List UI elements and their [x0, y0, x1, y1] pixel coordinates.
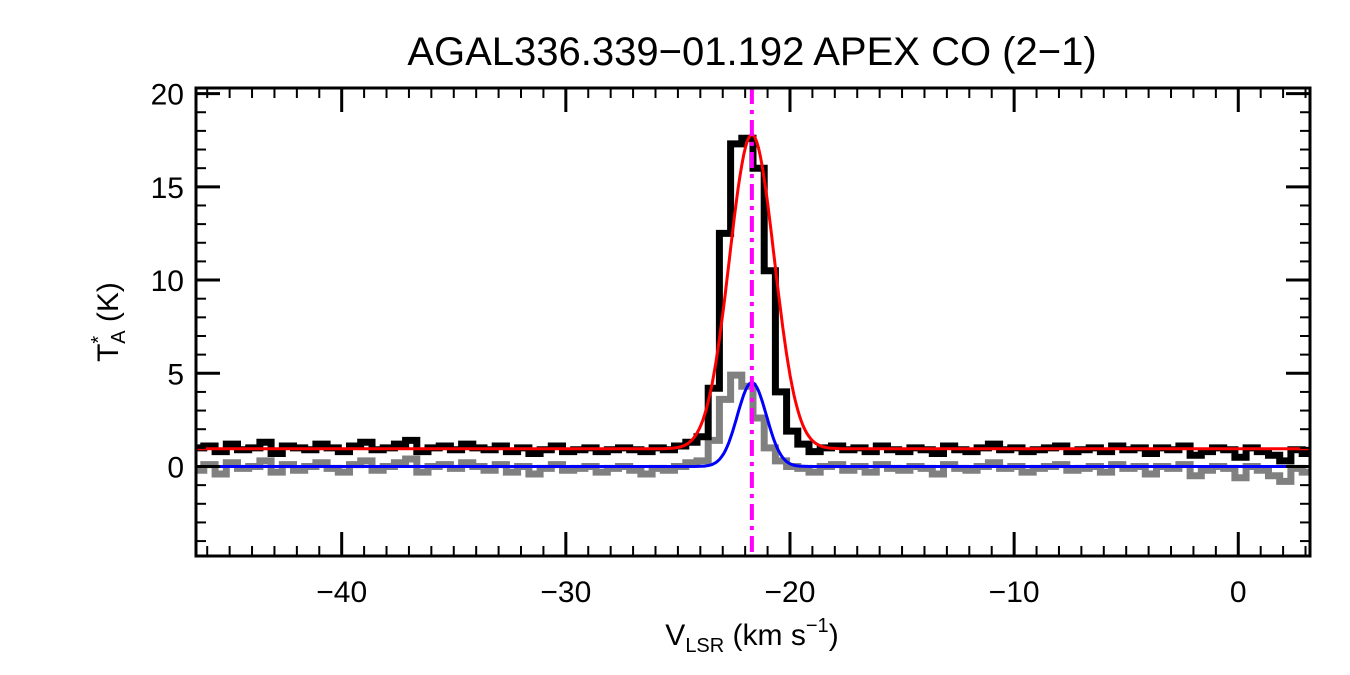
- x-tick-label: 0: [1230, 576, 1247, 609]
- y-tick-label: 20: [151, 79, 184, 112]
- x-axis-label-close: ): [829, 619, 839, 652]
- y-tick-label: 0: [167, 452, 184, 485]
- y-tick-label: 10: [151, 265, 184, 298]
- x-tick-label: −30: [540, 576, 591, 609]
- x-axis-label-main: V: [665, 619, 685, 652]
- x-tick-label: −20: [765, 576, 816, 609]
- x-axis-label: VLSR (km s−1): [665, 615, 838, 657]
- chart-title: AGAL336.339−01.192 APEX CO (2−1): [407, 30, 1096, 74]
- y-axis-label: T*A (K): [88, 282, 130, 362]
- y-tick-label: 15: [151, 172, 184, 205]
- plot-series: [196, 88, 1310, 556]
- y-axis-label-sup: *: [88, 336, 110, 344]
- x-tick-label: −10: [989, 576, 1040, 609]
- axes: [194, 86, 1312, 558]
- y-axis-label-unit: (K): [92, 282, 125, 330]
- y-tick-label: 5: [167, 358, 184, 391]
- x-axis-label-unit: (km s: [724, 619, 806, 652]
- plot-frame: [194, 86, 1312, 558]
- y-axis-label-sub: A: [108, 330, 130, 344]
- tick-labels: −40 −30 −20 −10 0 0 5 10 15 20: [151, 79, 1247, 609]
- ticks: [196, 88, 1310, 556]
- y-axis-label-main: T: [92, 344, 125, 362]
- x-tick-label: −40: [316, 576, 367, 609]
- x-axis-label-sub: LSR: [685, 635, 724, 657]
- x-axis-label-exp: −1: [806, 615, 829, 637]
